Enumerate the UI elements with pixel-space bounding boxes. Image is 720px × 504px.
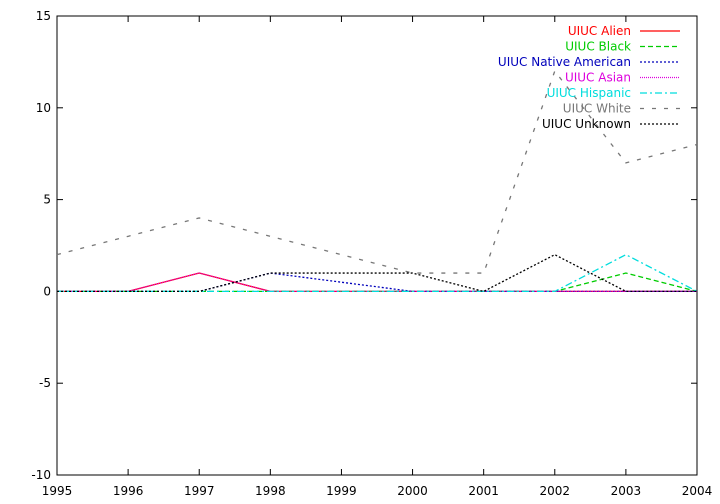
series-line-6 bbox=[56, 69, 698, 274]
series-lines bbox=[56, 69, 698, 293]
x-tick-label: 2002 bbox=[540, 484, 571, 498]
axis-ticks bbox=[56, 15, 698, 476]
x-tick-label: 2004 bbox=[682, 484, 713, 498]
series-line-1 bbox=[57, 272, 697, 293]
x-tick-label: 1995 bbox=[42, 484, 73, 498]
tick-labels: 1995 1996 1997 1998 1999 2000 2001 2002 2003 2004… bbox=[31, 9, 712, 498]
x-tick-label: 1998 bbox=[255, 484, 286, 498]
plot-area bbox=[56, 15, 698, 476]
y-tick-label: -5 bbox=[39, 376, 51, 390]
legend-label-2: UIUC Black bbox=[565, 40, 631, 54]
y-tick-label: 10 bbox=[36, 101, 51, 115]
series-line-4 bbox=[57, 272, 697, 293]
x-tick-label: 2000 bbox=[397, 484, 428, 498]
x-tick-label: 1997 bbox=[184, 484, 215, 498]
legend-label-3: UIUC Native American bbox=[498, 55, 631, 69]
y-tick-label: 5 bbox=[43, 193, 51, 207]
y-tick-label: -10 bbox=[31, 468, 51, 482]
x-tick-label: 1999 bbox=[326, 484, 357, 498]
x-tick-label: 1996 bbox=[113, 484, 144, 498]
legend-label-5: UIUC Hispanic bbox=[547, 86, 631, 100]
series-line-5 bbox=[57, 253, 698, 293]
legend-label-4: UIUC Asian bbox=[565, 71, 631, 85]
series-line-2 bbox=[57, 272, 698, 293]
x-tick-label: 2001 bbox=[468, 484, 499, 498]
x-tick-label: 2003 bbox=[611, 484, 642, 498]
series-line-7 bbox=[57, 253, 697, 293]
y-tick-label: 15 bbox=[36, 9, 51, 23]
y-tick-label: 0 bbox=[43, 284, 51, 298]
legend-label-1: UIUC Alien bbox=[568, 24, 631, 38]
plot-frame bbox=[56, 15, 698, 476]
legend-label-7: UIUC Unknown bbox=[542, 117, 631, 131]
series-line-3 bbox=[57, 272, 697, 293]
legend-label-6: UIUC White bbox=[563, 102, 631, 116]
